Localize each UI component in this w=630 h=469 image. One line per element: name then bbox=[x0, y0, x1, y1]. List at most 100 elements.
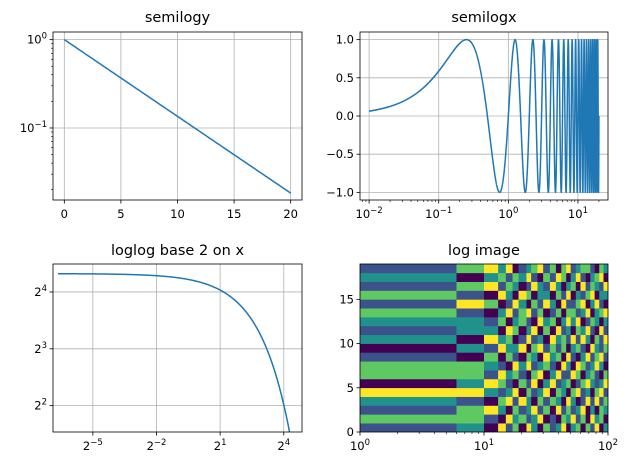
heatmap-cell bbox=[603, 396, 608, 406]
heatmap-cell bbox=[498, 396, 507, 406]
heatmap-cell bbox=[549, 396, 557, 406]
heatmap-cell bbox=[505, 308, 513, 318]
heatmap-cell bbox=[585, 290, 591, 300]
heatmap-cell bbox=[505, 343, 513, 353]
heatmap-cell bbox=[599, 352, 604, 362]
heatmap-cell bbox=[526, 405, 532, 415]
heatmap-cell bbox=[456, 396, 485, 406]
heatmap-cell bbox=[580, 352, 586, 362]
heatmap-cell bbox=[575, 272, 581, 282]
heatmap-cell bbox=[585, 308, 591, 318]
heatmap-cell bbox=[505, 325, 513, 336]
heatmap-cell bbox=[498, 281, 507, 291]
heatmap-cell bbox=[526, 370, 532, 380]
heatmap-cell bbox=[585, 370, 591, 380]
heatmap-cell bbox=[456, 361, 485, 371]
heatmap-cell bbox=[526, 325, 532, 336]
heatmap-cell bbox=[505, 414, 513, 424]
heatmap-cell bbox=[590, 272, 595, 282]
heatmap-cell bbox=[575, 370, 581, 380]
heatmap-cell bbox=[526, 378, 532, 389]
heatmap-cell bbox=[599, 423, 604, 432]
heatmap-cell bbox=[594, 281, 600, 291]
heatmap-cell bbox=[512, 396, 519, 406]
heatmap-cell bbox=[585, 281, 591, 291]
heatmap-cell bbox=[603, 281, 608, 291]
heatmap-cell bbox=[555, 414, 562, 424]
heatmap-cell bbox=[580, 405, 586, 415]
heatmap-cell bbox=[555, 370, 562, 380]
heatmap-cell bbox=[594, 343, 600, 353]
heatmap-cell bbox=[585, 334, 591, 344]
heatmap-cell bbox=[603, 290, 608, 300]
heatmap-cell bbox=[526, 299, 532, 309]
heatmap-cell bbox=[561, 272, 567, 282]
y-tick-label: 10−1 bbox=[20, 120, 47, 135]
heatmap-cell bbox=[585, 405, 591, 415]
heatmap-cell bbox=[599, 396, 604, 406]
heatmap-cell bbox=[590, 343, 595, 353]
heatmap-cell bbox=[561, 264, 567, 274]
y-tick-label: 23 bbox=[34, 341, 47, 356]
semilogy-ticks: 0 5 10 15 20 100 10−1 bbox=[20, 32, 298, 221]
heatmap-cell bbox=[498, 272, 507, 282]
heatmap-cell bbox=[561, 343, 567, 353]
heatmap-cell bbox=[575, 361, 581, 371]
heatmap-cell bbox=[594, 361, 600, 371]
heatmap-cell bbox=[585, 352, 591, 362]
heatmap-cell bbox=[549, 299, 557, 309]
heatmap-cell bbox=[512, 272, 519, 282]
heatmap-cell bbox=[603, 264, 608, 274]
x-tick-label: 5 bbox=[117, 207, 124, 221]
heatmap-cell bbox=[561, 334, 567, 344]
heatmap-cell bbox=[518, 272, 527, 282]
heatmap-cell bbox=[456, 387, 485, 397]
heatmap-cell bbox=[543, 343, 551, 353]
heatmap-cell bbox=[531, 334, 538, 344]
y-tick-label: 5 bbox=[347, 381, 354, 395]
heatmap-cell bbox=[594, 414, 600, 424]
heatmap-cell bbox=[594, 378, 600, 389]
heatmap-cell bbox=[543, 378, 551, 389]
heatmap-cell bbox=[518, 317, 527, 327]
heatmap-cell bbox=[599, 378, 604, 389]
heatmap-cell bbox=[484, 387, 499, 397]
log-image-heatmap bbox=[360, 264, 608, 432]
y-tick-label: −1.0 bbox=[326, 185, 354, 199]
heatmap-cell bbox=[531, 308, 538, 318]
heatmap-cell bbox=[555, 308, 562, 318]
heatmap-cell bbox=[580, 387, 586, 397]
x-tick-label: 20 bbox=[283, 207, 298, 221]
heatmap-cell bbox=[575, 387, 581, 397]
heatmap-cell bbox=[561, 299, 567, 309]
heatmap-cell bbox=[484, 264, 499, 274]
heatmap-cell bbox=[505, 396, 513, 406]
heatmap-cell bbox=[549, 370, 557, 380]
heatmap-cell bbox=[512, 352, 519, 362]
heatmap-cell bbox=[518, 423, 527, 432]
semilogy-grid bbox=[53, 32, 302, 200]
heatmap-cell bbox=[594, 290, 600, 300]
heatmap-cell bbox=[518, 352, 527, 362]
heatmap-cell bbox=[484, 396, 499, 406]
heatmap-cell bbox=[531, 370, 538, 380]
heatmap-cell bbox=[526, 281, 532, 291]
heatmap-cell bbox=[594, 352, 600, 362]
heatmap-cell bbox=[575, 264, 581, 274]
heatmap-cell bbox=[484, 272, 499, 282]
heatmap-cell bbox=[484, 405, 499, 415]
heatmap-cell bbox=[603, 405, 608, 415]
heatmap-cell bbox=[561, 414, 567, 424]
x-tick-label: 100 bbox=[350, 438, 370, 453]
heatmap-cell bbox=[512, 317, 519, 327]
heatmap-cell bbox=[594, 299, 600, 309]
heatmap-cell bbox=[456, 370, 485, 380]
heatmap-cell bbox=[549, 334, 557, 344]
heatmap-cell bbox=[590, 290, 595, 300]
heatmap-cell bbox=[526, 343, 532, 353]
log-image-ticks: 100 101 102 0 5 10 15 bbox=[339, 292, 618, 453]
heatmap-cell bbox=[484, 414, 499, 424]
heatmap-cell bbox=[484, 361, 499, 371]
loglog-ticks: 2−5 2−2 21 24 24 23 22 bbox=[34, 284, 290, 453]
heatmap-cell bbox=[531, 414, 538, 424]
